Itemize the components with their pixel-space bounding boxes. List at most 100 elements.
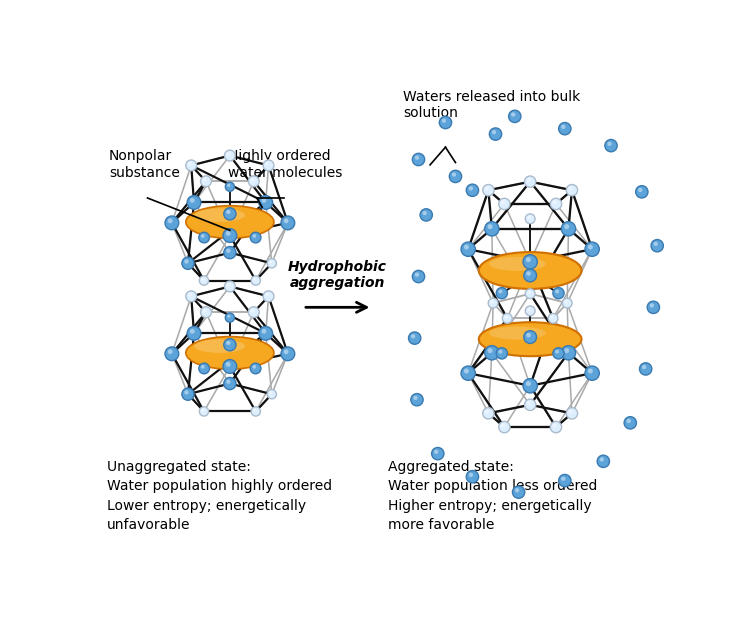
Circle shape — [198, 232, 210, 243]
Circle shape — [267, 389, 277, 399]
Circle shape — [515, 488, 519, 492]
Circle shape — [188, 162, 192, 165]
Circle shape — [642, 365, 646, 370]
Circle shape — [597, 455, 609, 467]
Circle shape — [498, 422, 510, 432]
Circle shape — [511, 113, 515, 116]
Circle shape — [464, 368, 469, 373]
Circle shape — [188, 293, 192, 296]
Circle shape — [252, 365, 256, 369]
Circle shape — [165, 216, 179, 230]
Ellipse shape — [186, 205, 274, 238]
Circle shape — [600, 457, 604, 462]
Circle shape — [227, 152, 231, 156]
Ellipse shape — [489, 257, 545, 271]
Circle shape — [523, 254, 537, 269]
Circle shape — [223, 229, 236, 242]
Text: Nonpolar
substance: Nonpolar substance — [109, 149, 180, 179]
Circle shape — [524, 269, 536, 282]
Circle shape — [523, 378, 537, 393]
Circle shape — [566, 184, 577, 196]
Circle shape — [415, 155, 419, 160]
Circle shape — [199, 407, 209, 416]
Circle shape — [638, 188, 642, 192]
Circle shape — [485, 222, 499, 236]
Circle shape — [555, 350, 559, 354]
Circle shape — [432, 448, 444, 460]
Circle shape — [553, 287, 564, 299]
Circle shape — [201, 307, 211, 317]
Circle shape — [553, 348, 564, 359]
Circle shape — [524, 176, 536, 188]
Circle shape — [262, 329, 266, 334]
Circle shape — [488, 348, 492, 353]
Circle shape — [527, 272, 531, 276]
Circle shape — [251, 232, 261, 243]
Circle shape — [413, 396, 418, 400]
Circle shape — [283, 349, 289, 354]
Circle shape — [198, 363, 210, 374]
Circle shape — [168, 218, 172, 223]
Circle shape — [263, 291, 274, 301]
Circle shape — [225, 182, 234, 191]
Circle shape — [485, 186, 489, 190]
Ellipse shape — [489, 327, 545, 340]
Circle shape — [509, 110, 521, 123]
Circle shape — [466, 184, 479, 197]
Circle shape — [225, 281, 235, 292]
Circle shape — [263, 160, 274, 171]
Circle shape — [524, 331, 536, 343]
Circle shape — [585, 242, 599, 256]
Circle shape — [488, 298, 498, 308]
Circle shape — [502, 314, 513, 323]
Circle shape — [568, 186, 572, 190]
Circle shape — [466, 471, 479, 483]
Circle shape — [524, 399, 536, 410]
Circle shape — [483, 184, 494, 196]
Circle shape — [251, 308, 254, 312]
Circle shape — [527, 291, 530, 294]
Circle shape — [561, 125, 565, 129]
Circle shape — [226, 362, 231, 367]
Circle shape — [485, 345, 499, 360]
Ellipse shape — [194, 209, 245, 222]
Circle shape — [184, 259, 189, 263]
Circle shape — [496, 287, 507, 299]
Circle shape — [165, 347, 179, 361]
Circle shape — [224, 338, 236, 351]
Circle shape — [187, 195, 201, 209]
Circle shape — [186, 291, 197, 301]
Circle shape — [559, 474, 571, 487]
Circle shape — [525, 306, 535, 315]
Circle shape — [553, 424, 557, 427]
Text: Unaggregated state:
Water population highly ordered
Lower entropy; energetically: Unaggregated state: Water population hig… — [107, 460, 332, 532]
Circle shape — [203, 178, 207, 182]
Circle shape — [461, 242, 475, 256]
Circle shape — [442, 118, 446, 123]
Circle shape — [190, 198, 195, 203]
Circle shape — [259, 195, 272, 209]
Circle shape — [413, 153, 424, 165]
Circle shape — [227, 283, 231, 287]
Ellipse shape — [479, 322, 582, 356]
Circle shape — [639, 363, 652, 375]
Circle shape — [551, 422, 562, 432]
Circle shape — [464, 245, 469, 249]
Circle shape — [525, 289, 535, 298]
Circle shape — [525, 214, 535, 224]
Circle shape — [564, 300, 568, 303]
Circle shape — [498, 289, 502, 293]
Circle shape — [413, 270, 424, 282]
Circle shape — [266, 293, 269, 296]
Circle shape — [226, 231, 231, 236]
Circle shape — [624, 417, 636, 429]
Circle shape — [527, 333, 531, 337]
Circle shape — [225, 313, 234, 322]
Ellipse shape — [479, 252, 582, 289]
Circle shape — [223, 359, 236, 373]
Circle shape — [527, 308, 530, 311]
Circle shape — [182, 388, 194, 400]
Circle shape — [227, 315, 231, 318]
Circle shape — [527, 401, 530, 405]
Circle shape — [501, 424, 505, 427]
